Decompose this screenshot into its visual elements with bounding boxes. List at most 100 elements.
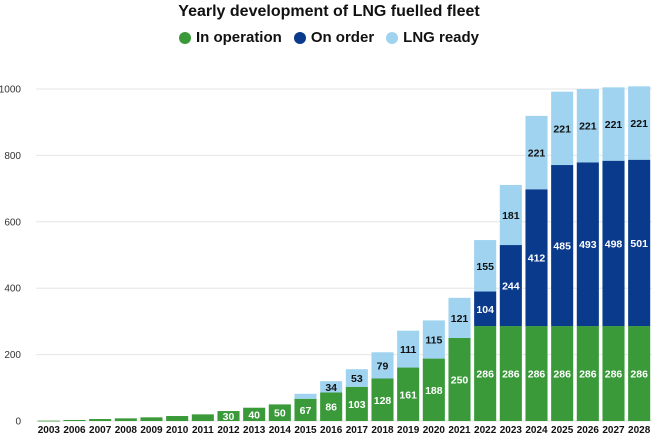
bar-segment bbox=[448, 297, 471, 338]
data-label: 286 bbox=[528, 369, 546, 381]
bar-segment bbox=[294, 393, 317, 399]
bar-segment bbox=[628, 159, 651, 327]
bar-segment bbox=[576, 326, 599, 421]
data-label: 286 bbox=[630, 369, 648, 381]
bar-segment bbox=[422, 358, 445, 421]
x-tick-label: 2023 bbox=[500, 425, 523, 436]
x-tick-label: 2007 bbox=[89, 425, 112, 436]
x-tick-label: 2016 bbox=[320, 425, 343, 436]
data-label: 221 bbox=[605, 119, 623, 131]
data-label: 121 bbox=[451, 313, 469, 325]
x-tick-label: 2011 bbox=[192, 425, 214, 436]
bar-segment bbox=[89, 419, 112, 421]
legend-item-on-order[interactable]: On order bbox=[293, 29, 375, 46]
bar-segment bbox=[371, 378, 394, 421]
data-label: 286 bbox=[553, 369, 571, 381]
bar-segment bbox=[628, 326, 651, 421]
bar-segment bbox=[320, 392, 343, 421]
data-label: 493 bbox=[579, 239, 597, 251]
x-tick-label: 2013 bbox=[243, 425, 266, 436]
data-label: 501 bbox=[630, 238, 648, 250]
bar-segment bbox=[397, 367, 420, 421]
data-label: 188 bbox=[425, 385, 443, 397]
bar-segment bbox=[551, 165, 574, 327]
bar-segment bbox=[217, 411, 240, 421]
bar-segment bbox=[474, 240, 497, 292]
legend-label-on-order: On order bbox=[310, 29, 375, 46]
x-tick-label: 2015 bbox=[294, 425, 317, 436]
bar-segment bbox=[243, 407, 266, 421]
bar-segment bbox=[474, 291, 497, 327]
bar-segment bbox=[499, 245, 522, 327]
bar-segment bbox=[602, 87, 625, 161]
x-tick-label: 2021 bbox=[448, 425, 471, 436]
bar-segment bbox=[320, 381, 343, 393]
x-tick-label: 2020 bbox=[423, 425, 446, 436]
bar-segment bbox=[602, 326, 625, 421]
x-tick-label: 2014 bbox=[269, 425, 292, 436]
x-tick-label: 2009 bbox=[140, 425, 163, 436]
y-tick-label: 400 bbox=[4, 284, 21, 295]
legend-swatch-in-operation bbox=[178, 31, 191, 44]
y-tick-label: 800 bbox=[4, 151, 21, 162]
x-tick-label: 2019 bbox=[397, 425, 420, 436]
data-label: 286 bbox=[605, 369, 623, 381]
bar-segment bbox=[602, 160, 625, 327]
data-label: 412 bbox=[528, 253, 546, 265]
legend-swatch-lng-ready bbox=[386, 31, 399, 44]
data-label: 286 bbox=[502, 369, 520, 381]
x-tick-label: 2006 bbox=[63, 425, 86, 436]
data-label: 53 bbox=[351, 373, 363, 385]
bar-segment bbox=[397, 330, 420, 368]
data-label: 34 bbox=[325, 382, 337, 394]
bar-segment bbox=[576, 89, 599, 163]
bar-segment bbox=[63, 420, 86, 421]
bar-segment bbox=[525, 115, 548, 190]
bar-segment bbox=[294, 398, 317, 421]
bar-segment bbox=[114, 418, 137, 421]
bar-segment bbox=[166, 416, 189, 421]
y-tick-label: 600 bbox=[4, 217, 21, 228]
x-tick-label: 2024 bbox=[525, 425, 548, 436]
bar-segment bbox=[551, 326, 574, 421]
x-tick-label: 2003 bbox=[38, 425, 61, 436]
data-label: 50 bbox=[274, 408, 286, 420]
x-tick-label: 2018 bbox=[371, 425, 394, 436]
data-label: 86 bbox=[325, 402, 337, 414]
legend-label-in-operation: In operation bbox=[195, 29, 282, 46]
x-tick-label: 2008 bbox=[115, 425, 138, 436]
data-label: 161 bbox=[399, 389, 417, 401]
bar-segment bbox=[191, 414, 214, 421]
chart-title: Yearly development of LNG fuelled fleet bbox=[178, 3, 480, 20]
bar-segment bbox=[448, 338, 471, 421]
bar-segment bbox=[140, 417, 163, 421]
data-label: 30 bbox=[223, 411, 235, 423]
legend-label-lng-ready: LNG ready bbox=[403, 29, 480, 46]
data-label: 115 bbox=[425, 334, 442, 346]
data-label: 221 bbox=[553, 123, 571, 135]
x-tick-label: 2010 bbox=[166, 425, 189, 436]
bar-segment bbox=[525, 189, 548, 327]
data-label: 286 bbox=[476, 369, 494, 381]
legend-item-in-operation[interactable]: In operation bbox=[178, 29, 282, 46]
bar-segment bbox=[345, 386, 368, 421]
data-label: 244 bbox=[502, 281, 520, 293]
data-label: 155 bbox=[476, 261, 494, 273]
x-tick-label: 2026 bbox=[577, 425, 600, 436]
bar-segment bbox=[37, 420, 60, 422]
data-label: 103 bbox=[348, 399, 366, 411]
data-label: 128 bbox=[374, 395, 392, 407]
bar-segment bbox=[474, 326, 497, 421]
data-label: 221 bbox=[528, 148, 546, 160]
data-label: 104 bbox=[476, 304, 494, 316]
bar-segment bbox=[268, 404, 291, 421]
x-tick-label: 2017 bbox=[346, 425, 369, 436]
bar-segment bbox=[576, 162, 599, 327]
bar-segment bbox=[371, 352, 394, 379]
chart-legend: In operation On order LNG ready bbox=[0, 29, 658, 46]
y-tick-label: 1000 bbox=[0, 85, 21, 96]
data-label: 40 bbox=[248, 409, 260, 421]
legend-item-lng-ready[interactable]: LNG ready bbox=[386, 29, 479, 46]
data-label: 221 bbox=[579, 121, 597, 133]
